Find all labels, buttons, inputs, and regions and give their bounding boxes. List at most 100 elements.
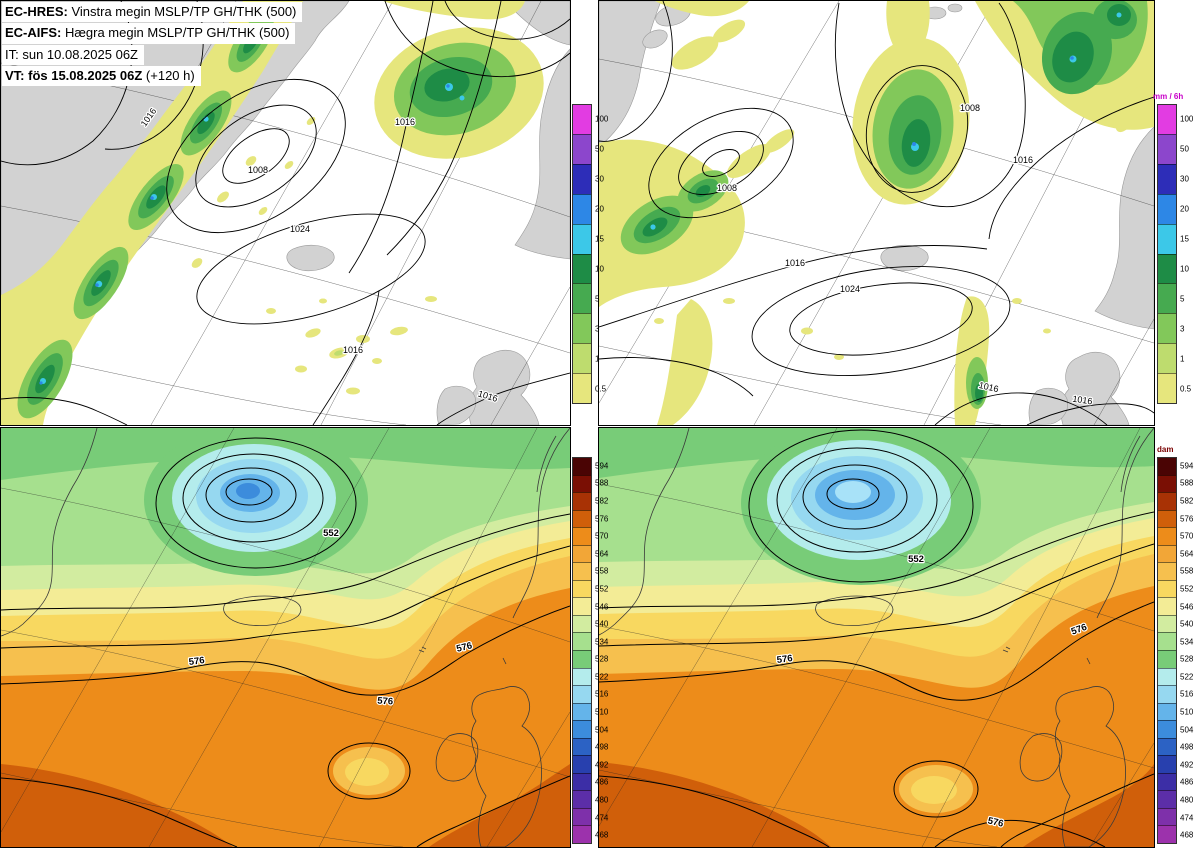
height-label: 576 xyxy=(987,815,1005,829)
colorbar-segment xyxy=(573,544,591,563)
model-left-name: EC-HRES: xyxy=(5,4,68,19)
colorbar-segment xyxy=(573,492,591,510)
lead-time-text: (+120 h) xyxy=(142,67,195,83)
colorbar-segment xyxy=(1158,283,1176,314)
coastlines xyxy=(1,428,570,847)
colorbar-segment xyxy=(573,597,591,615)
closed-576-low xyxy=(327,742,411,800)
ireland-coastline xyxy=(435,733,479,782)
norway-coastline xyxy=(1096,428,1154,619)
colorbar-segment xyxy=(1158,667,1176,686)
colorbar-tick: 20 xyxy=(595,204,604,214)
colorbar-tick: 522 xyxy=(595,672,609,682)
isobar-label: 1016 xyxy=(1072,394,1093,407)
height-label: 576 xyxy=(377,695,394,707)
colorbar-tick: 552 xyxy=(1180,584,1194,594)
shetland-islands xyxy=(1086,657,1091,665)
height-label: 576 xyxy=(776,653,793,666)
isobar-label: 1008 xyxy=(248,165,268,175)
height-colorbar-right xyxy=(1157,457,1177,844)
colorbar-segment xyxy=(1158,253,1176,284)
colorbar-tick: 546 xyxy=(595,602,609,612)
ridge-1024 xyxy=(196,213,426,325)
height-colorbar-middle xyxy=(572,457,592,844)
colorbar-tick: 474 xyxy=(1180,813,1194,823)
svalbard-island xyxy=(642,29,668,49)
colorbar-tick: 3 xyxy=(595,324,600,334)
colorbar-segment xyxy=(1158,163,1176,194)
colorbar-tick: 0.5 xyxy=(595,384,607,394)
colorbar-segment xyxy=(573,702,591,721)
colorbar-tick: 546 xyxy=(1180,602,1194,612)
init-time-text: IT: sun 10.08.2025 06Z xyxy=(5,46,138,62)
colorbar-segment xyxy=(573,193,591,224)
precip-colorbar-middle xyxy=(572,104,592,404)
isobar-label: 1016 xyxy=(1013,155,1033,165)
height-fill-bands xyxy=(1,428,570,847)
colorbar-segment xyxy=(1158,474,1176,493)
colorbar-tick: 100 xyxy=(595,114,609,124)
height-label: 552 xyxy=(908,554,924,565)
colorbar-tick: 594 xyxy=(1180,461,1194,471)
greenland-coastline xyxy=(1,428,98,637)
colorbar-segment xyxy=(573,343,591,374)
colorbar-tick: 5 xyxy=(595,294,600,304)
colorbar-segment xyxy=(1158,373,1176,404)
colorbar-segment xyxy=(1158,702,1176,721)
iceland-landmass xyxy=(286,244,335,272)
colorbar-segment xyxy=(573,737,591,756)
colorbar-tick: 588 xyxy=(595,478,609,488)
arctic-island xyxy=(947,3,963,13)
low-1008 xyxy=(678,131,764,195)
colorbar-segment xyxy=(573,509,591,528)
height-label: 576 xyxy=(188,655,205,668)
colorbar-segment xyxy=(573,133,591,164)
height-scale-unit: dam xyxy=(1157,445,1174,454)
model-right-desc: Hægra megin MSLP/TP GH/THK (500) xyxy=(61,25,290,41)
colorbar-segment xyxy=(573,632,591,651)
isobar-label: 1024 xyxy=(290,224,310,234)
colorbar-tick: 510 xyxy=(595,707,609,717)
colorbar-tick: 576 xyxy=(1180,514,1194,524)
colorbar-tick: 516 xyxy=(595,689,609,699)
colorbar-segment xyxy=(1158,492,1176,510)
precip-colorbar-right-ticks: 100 50 30 20 15 10 5 3 1 0.5 xyxy=(1179,104,1200,404)
norway-coastline xyxy=(512,428,570,619)
uk-landmass xyxy=(1060,352,1130,425)
colorbar-tick: 50 xyxy=(595,144,604,154)
panel-echres-gh500: 552 576 576 576 xyxy=(0,427,571,848)
high-heights-corner xyxy=(1023,764,1154,847)
colorbar-tick: 10 xyxy=(1180,264,1189,274)
colorbar-segment xyxy=(573,373,591,404)
colorbar-segment xyxy=(1158,458,1176,475)
colorbar-segment xyxy=(573,790,591,808)
isobar-label: 1008 xyxy=(960,103,980,113)
panel-echres-mslp-tp: 1016 1008 1016 1024 1016 1016 EC-HRES: V… xyxy=(0,0,571,426)
colorbar-tick: 558 xyxy=(595,566,609,576)
contour-552 xyxy=(748,429,974,583)
greenland-coastline xyxy=(599,428,690,636)
colorbar-segment xyxy=(573,562,591,580)
uk-landmass xyxy=(468,350,540,425)
precip-colorbar-middle-ticks: 100 50 30 20 15 10 5 3 1 0.5 xyxy=(594,104,622,404)
contour-576 xyxy=(1,605,570,696)
colorbar-tick: 498 xyxy=(1180,742,1194,752)
colorbar-tick: 468 xyxy=(1180,830,1194,840)
height-colorbar-right-ticks: 594 588 582 576 570 564 558 552 546 540 534 528 522 5… xyxy=(1179,457,1200,844)
isobar-label: 1016 xyxy=(978,380,1000,394)
colorbar-tick: 30 xyxy=(595,174,604,184)
height-label: 576 xyxy=(455,640,473,655)
colorbar-segment xyxy=(573,253,591,284)
colorbar-tick: 540 xyxy=(1180,619,1194,629)
colorbar-segment xyxy=(1158,133,1176,164)
isobar-label: 1024 xyxy=(840,284,860,294)
colorbar-tick: 534 xyxy=(1180,637,1194,647)
colorbar-segment xyxy=(1158,313,1176,344)
colorbar-segment xyxy=(1158,790,1176,808)
colorbar-segment xyxy=(1158,755,1176,773)
model-left-desc: Vinstra megin MSLP/TP GH/THK (500) xyxy=(67,4,297,19)
isobar-label: 1016 xyxy=(785,258,805,268)
height-label: 552 xyxy=(323,528,339,539)
colorbar-tick: 480 xyxy=(1180,795,1194,805)
